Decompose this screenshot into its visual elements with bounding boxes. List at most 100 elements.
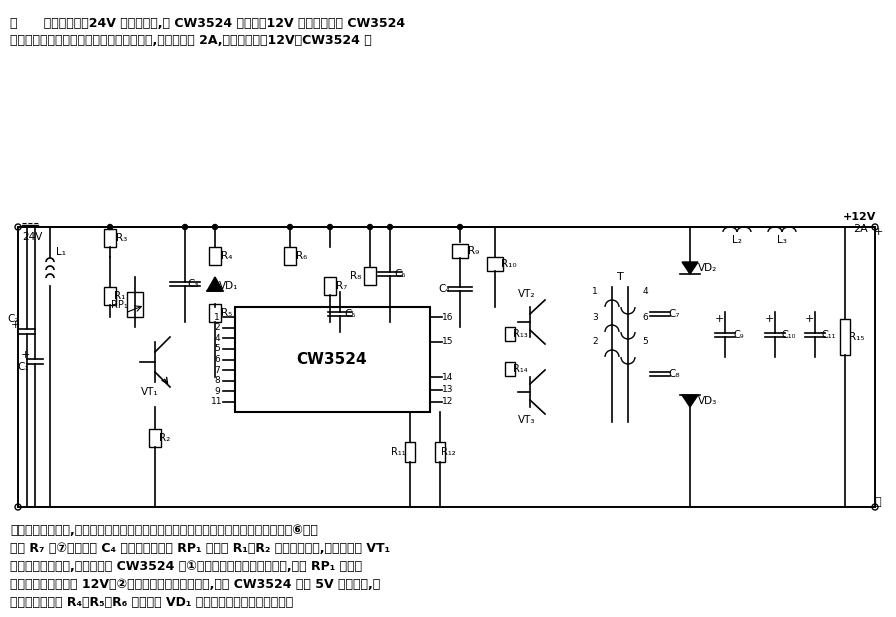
Text: 型集成脉宽调制器组成的双端开关稳压电源,输出电流为 2A,输出电压为＋12V。CW3524 是: 型集成脉宽调制器组成的双端开关稳压电源,输出电流为 2A,输出电压为＋12V。C… — [10, 34, 372, 47]
Text: 15: 15 — [443, 337, 453, 347]
Text: R₅: R₅ — [221, 308, 233, 318]
Circle shape — [212, 225, 218, 230]
Text: 5: 5 — [214, 344, 220, 354]
Text: 4: 4 — [214, 334, 220, 343]
Bar — [18, 227, 875, 507]
Text: 3: 3 — [592, 312, 598, 321]
Text: 4: 4 — [642, 288, 648, 297]
Text: 16: 16 — [443, 312, 453, 321]
Text: 9: 9 — [214, 387, 220, 396]
Text: +: + — [874, 227, 883, 237]
Bar — [235, 307, 430, 412]
Text: VT₃: VT₃ — [518, 415, 536, 425]
Text: L₁: L₁ — [56, 247, 66, 257]
Text: 24V: 24V — [22, 232, 42, 242]
Text: VD₂: VD₂ — [698, 263, 718, 273]
Bar — [284, 247, 296, 265]
Bar — [840, 319, 850, 355]
Text: R₁: R₁ — [115, 291, 125, 301]
Bar — [405, 442, 415, 462]
Bar — [364, 267, 376, 285]
Text: +12V: +12V — [843, 212, 876, 222]
Bar — [324, 277, 336, 295]
Bar — [505, 362, 515, 376]
Text: C₃: C₃ — [187, 279, 199, 289]
Text: R₁₁: R₁₁ — [391, 447, 405, 457]
Bar — [104, 229, 116, 247]
Text: 7: 7 — [214, 366, 220, 375]
Text: C₈: C₈ — [668, 369, 680, 379]
Text: L₂: L₂ — [732, 235, 742, 245]
Text: VT₂: VT₂ — [518, 289, 536, 299]
Text: R₃: R₃ — [116, 233, 127, 243]
Circle shape — [458, 225, 462, 230]
Bar — [452, 244, 468, 258]
Text: R₁₄: R₁₄ — [513, 364, 528, 374]
Bar — [487, 257, 503, 271]
Text: C₁₁: C₁₁ — [822, 330, 836, 340]
Polygon shape — [682, 262, 698, 274]
Text: 2A: 2A — [853, 224, 867, 234]
Text: －: － — [874, 497, 882, 507]
Text: 6: 6 — [214, 355, 220, 364]
Polygon shape — [207, 277, 223, 291]
Text: 电阻 R₇ 和⑦脚的电容 C₄ 来确定。电位器 RP₁ 和电阻 R₁、R₂ 提供取样电压,通过三极管 VT₁: 电阻 R₇ 和⑦脚的电容 C₄ 来确定。电位器 RP₁ 和电阻 R₁、R₂ 提供… — [10, 542, 390, 555]
Bar — [104, 287, 116, 305]
Bar — [435, 442, 445, 462]
Text: 13: 13 — [443, 386, 453, 394]
Circle shape — [108, 225, 113, 230]
Text: +: + — [764, 314, 773, 324]
Text: 14: 14 — [443, 373, 453, 381]
Text: C₅: C₅ — [344, 309, 356, 319]
Text: +: + — [714, 314, 724, 324]
Text: 11: 11 — [211, 397, 223, 407]
Bar — [127, 292, 143, 317]
Text: R₂: R₂ — [159, 433, 170, 443]
Text: 6: 6 — [642, 312, 648, 321]
Text: R₉: R₉ — [469, 246, 479, 256]
Text: R₁₅: R₁₅ — [849, 332, 865, 342]
Text: 过⑯脚加到电阻 R₄、R₅、R₆ 和二极管 VD₁ 分压电路而获取一基准电压。: 过⑯脚加到电阻 R₄、R₅、R₆ 和二极管 VD₁ 分压电路而获取一基准电压。 — [10, 596, 293, 609]
Text: 2: 2 — [214, 323, 220, 332]
Circle shape — [183, 225, 187, 230]
Text: 2: 2 — [592, 337, 598, 347]
Text: 图      是当输入为－24V 直流电压时,用 CW3524 组成的＋12V 稳压电源。由 CW3524: 图 是当输入为－24V 直流电压时,用 CW3524 组成的＋12V 稳压电源。… — [10, 17, 405, 30]
Text: 8: 8 — [214, 376, 220, 385]
Text: L₃: L₃ — [777, 235, 787, 245]
Circle shape — [288, 225, 292, 230]
Text: C₁: C₁ — [17, 362, 29, 372]
Text: R₄: R₄ — [221, 251, 233, 261]
Text: C₂: C₂ — [7, 314, 19, 324]
Text: C₁₀: C₁₀ — [781, 330, 797, 340]
Text: VD₃: VD₃ — [698, 396, 718, 406]
Text: R₆: R₆ — [297, 251, 307, 261]
Text: R₈: R₈ — [350, 271, 362, 281]
Text: VD₁: VD₁ — [220, 281, 238, 291]
Text: C₇: C₇ — [668, 309, 680, 319]
Circle shape — [367, 225, 373, 230]
Text: C₄: C₄ — [438, 284, 450, 294]
Text: RP₁: RP₁ — [110, 300, 127, 310]
Text: 1: 1 — [592, 288, 598, 297]
Text: +: + — [805, 314, 814, 324]
Text: C₆: C₆ — [394, 269, 406, 279]
Text: CW3524: CW3524 — [297, 352, 367, 368]
Text: C₉: C₉ — [734, 330, 745, 340]
Text: +: + — [21, 350, 30, 360]
Text: R₁₂: R₁₂ — [441, 447, 455, 457]
Text: T: T — [616, 272, 624, 282]
Text: 12: 12 — [443, 397, 453, 407]
Text: R₇: R₇ — [336, 281, 348, 291]
Text: 组成的共基极电路,由集电位经 CW3524 的①脚引入误差放大器的反相端,改变 RP₁ 的阻值: 组成的共基极电路,由集电位经 CW3524 的①脚引入误差放大器的反相端,改变 … — [10, 560, 362, 573]
Text: 本电源的核心元件,并直接向功率转换电路的开关功耗提供脉宽调制信号。开关频率由⑥脚的: 本电源的核心元件,并直接向功率转换电路的开关功耗提供脉宽调制信号。开关频率由⑥脚… — [10, 524, 318, 537]
Bar — [505, 327, 515, 341]
Text: VT₁: VT₁ — [142, 387, 159, 397]
Circle shape — [387, 225, 392, 230]
Bar — [209, 247, 221, 265]
Circle shape — [328, 225, 332, 230]
Text: 5: 5 — [642, 337, 648, 347]
Bar — [209, 304, 221, 322]
Text: R₁₀: R₁₀ — [501, 259, 517, 269]
Text: 应能保证输出电压在 12V。②脚为误差放大器的同相端,它由 CW3524 中的 5V 基准电压,通: 应能保证输出电压在 12V。②脚为误差放大器的同相端,它由 CW3524 中的 … — [10, 578, 380, 591]
Bar — [149, 429, 161, 447]
